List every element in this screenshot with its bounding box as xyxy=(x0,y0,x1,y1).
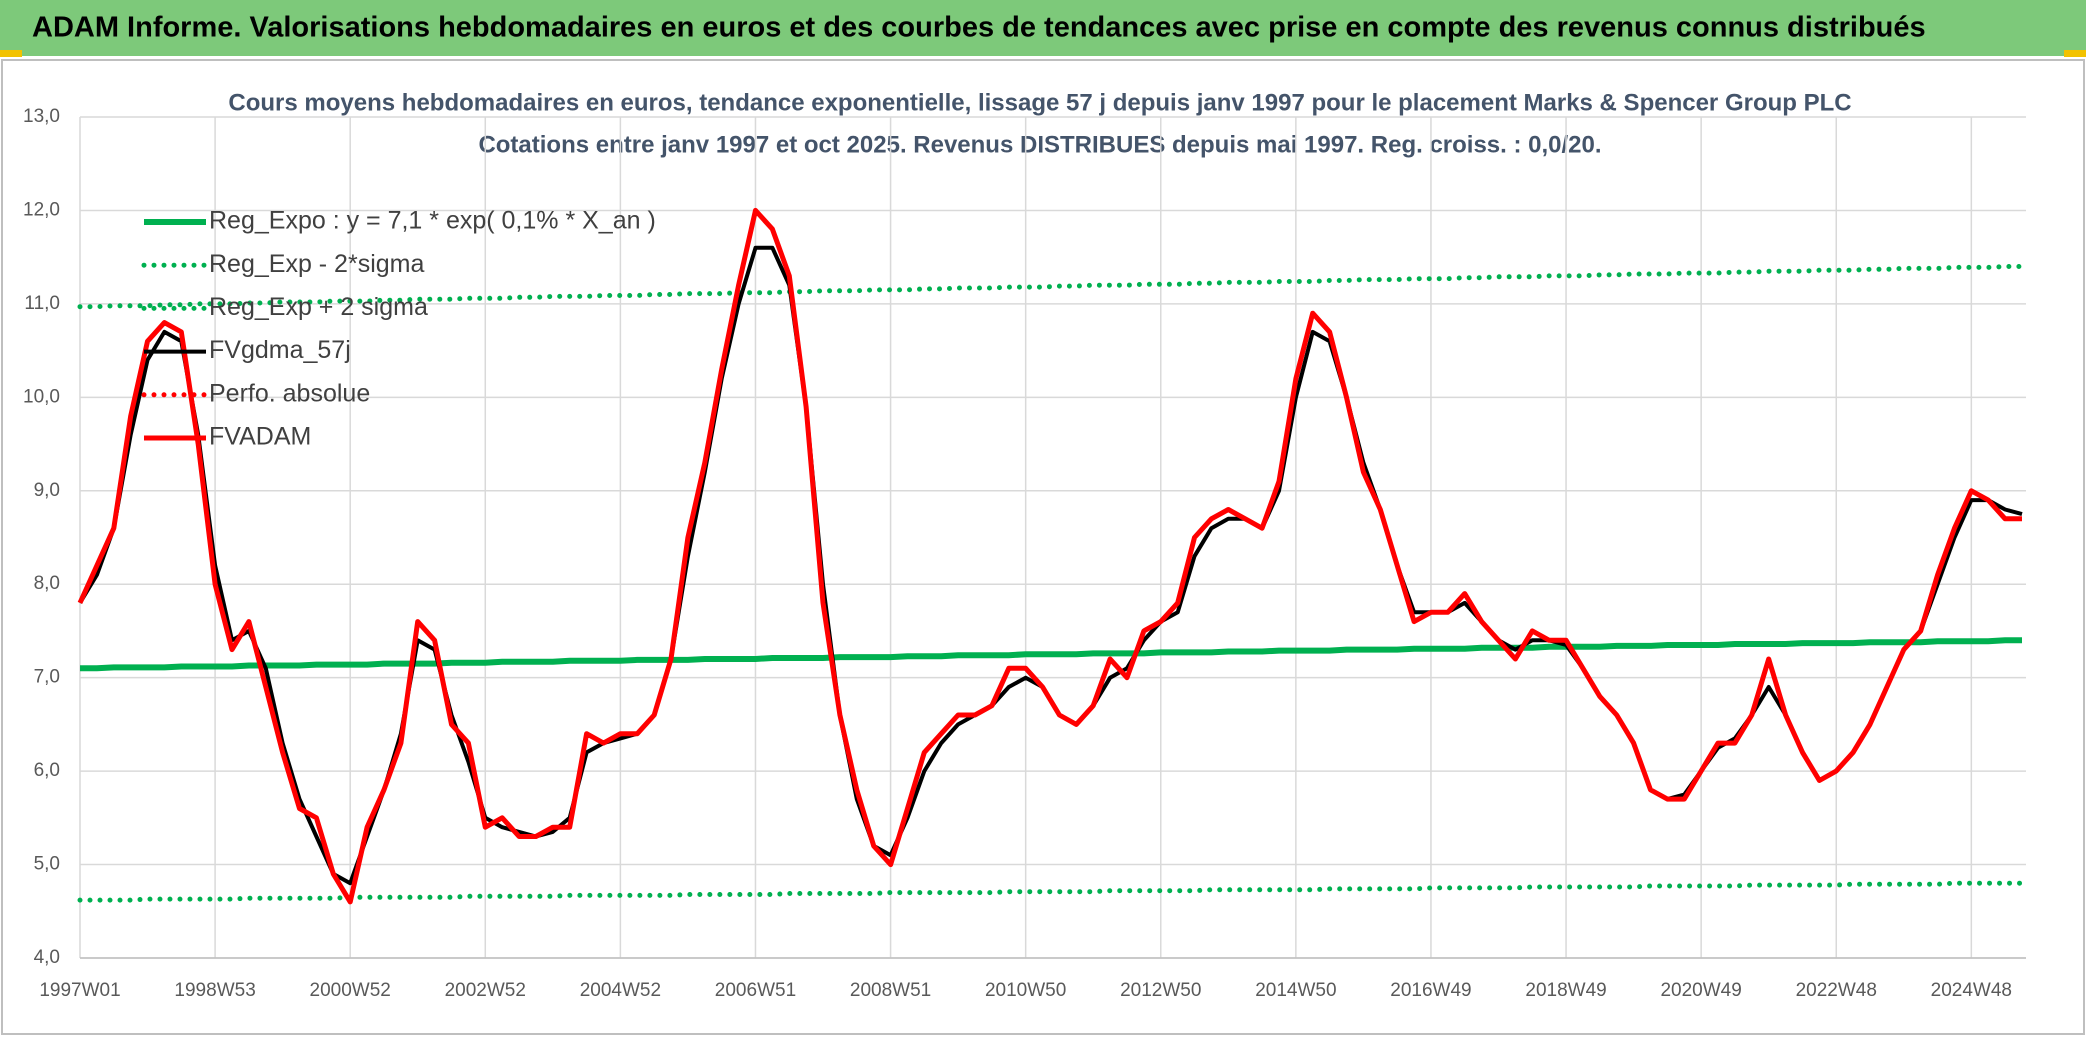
series-line xyxy=(77,880,2025,903)
legend-label: Reg_Exp + 2 sigma xyxy=(209,293,428,321)
header-bar xyxy=(0,0,2086,56)
y-tick-label: 5,0 xyxy=(34,854,60,875)
corner-mark xyxy=(0,50,22,57)
chart-border xyxy=(1,59,2085,1035)
x-tick-label: 2024W48 xyxy=(1931,980,2012,1001)
x-tick-label: 2008W51 xyxy=(850,980,931,1001)
y-tick-label: 11,0 xyxy=(24,293,60,314)
corner-mark xyxy=(2064,50,2086,57)
y-tick-label: 6,0 xyxy=(34,760,60,781)
x-tick-label: 2020W49 xyxy=(1660,980,1741,1001)
y-tick-label: 4,0 xyxy=(34,947,60,968)
y-tick-label: 13,0 xyxy=(23,106,60,127)
x-tick-label: 1998W53 xyxy=(174,980,255,1001)
x-tick-label: 2022W48 xyxy=(1796,980,1877,1001)
legend-label: Perfo. absolue xyxy=(209,379,370,407)
chart-title: Cours moyens hebdomadaires en euros, ten… xyxy=(228,89,1851,116)
header-title: ADAM Informe. Valorisations hebdomadaire… xyxy=(32,12,1926,44)
x-tick-label: 2000W52 xyxy=(310,980,391,1001)
y-tick-label: 7,0 xyxy=(34,667,60,688)
y-tick-label: 12,0 xyxy=(23,199,60,220)
x-tick-label: 2016W49 xyxy=(1390,980,1471,1001)
x-tick-label: 2014W50 xyxy=(1255,980,1336,1001)
x-tick-label: 2018W49 xyxy=(1525,980,1606,1001)
x-tick-label: 1997W01 xyxy=(39,980,120,1001)
legend-label: FVgdma_57j xyxy=(209,336,351,364)
series-line xyxy=(80,637,2022,672)
x-tick-label: 2012W50 xyxy=(1120,980,1201,1001)
chart-subtitle: Cotations entre janv 1997 et oct 2025. R… xyxy=(478,131,1601,158)
x-tick-label: 2002W52 xyxy=(445,980,526,1001)
x-tick-label: 2010W50 xyxy=(985,980,1066,1001)
legend-label: FVADAM xyxy=(209,423,311,451)
x-tick-label: 2006W51 xyxy=(715,980,796,1001)
legend-label: Reg_Expo : y = 7,1 * exp( 0,1% * X_an ) xyxy=(209,207,656,235)
series-line xyxy=(78,245,2023,886)
legend-label: Reg_Exp - 2*sigma xyxy=(209,250,424,278)
series-line xyxy=(77,264,2025,310)
series-line xyxy=(77,207,2022,905)
x-tick-label: 2004W52 xyxy=(580,980,661,1001)
y-tick-label: 8,0 xyxy=(34,573,60,594)
y-tick-label: 10,0 xyxy=(23,386,60,407)
y-tick-label: 9,0 xyxy=(34,480,60,501)
